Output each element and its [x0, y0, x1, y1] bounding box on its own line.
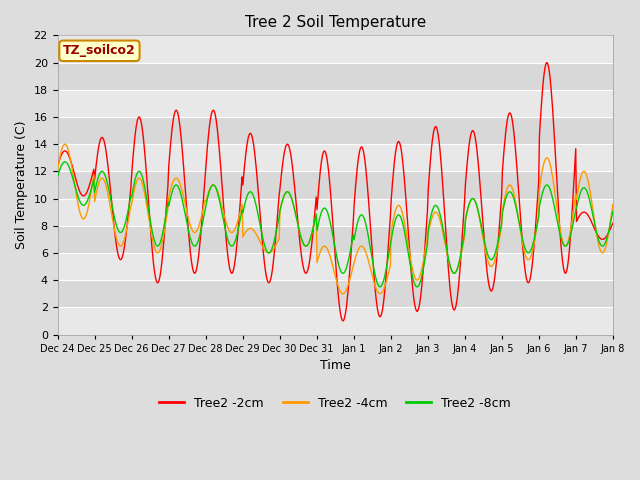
Bar — [58, 62, 613, 90]
Tree2 -2cm — [177, 134, 185, 140]
Text: TZ_soilco2: TZ_soilco2 — [63, 44, 136, 57]
Bar — [58, 253, 613, 280]
Tree2 -8cm — [54, 174, 61, 180]
Tree2 -2cm — [121, 242, 129, 248]
Tree2 -4cm — [609, 202, 617, 207]
Bar — [58, 90, 613, 117]
Tree2 -2cm — [609, 220, 617, 226]
Tree2 -2cm — [420, 262, 428, 268]
Bar — [58, 36, 613, 62]
Tree2 -8cm — [207, 184, 215, 190]
Tree2 -8cm — [61, 159, 69, 165]
Tree2 -8cm — [178, 195, 186, 201]
Line: Tree2 -2cm: Tree2 -2cm — [58, 63, 613, 321]
Bar — [58, 307, 613, 335]
Bar — [58, 226, 613, 253]
Legend: Tree2 -2cm, Tree2 -4cm, Tree2 -8cm: Tree2 -2cm, Tree2 -4cm, Tree2 -8cm — [154, 392, 516, 415]
Tree2 -4cm — [339, 291, 347, 297]
Tree2 -8cm — [65, 162, 72, 168]
Tree2 -8cm — [609, 209, 617, 215]
Tree2 -2cm — [64, 150, 72, 156]
Bar — [58, 117, 613, 144]
Tree2 -4cm — [61, 141, 69, 147]
Bar — [58, 199, 613, 226]
Line: Tree2 -8cm: Tree2 -8cm — [58, 162, 613, 287]
Tree2 -8cm — [376, 284, 384, 290]
Tree2 -2cm — [207, 116, 214, 122]
Tree2 -8cm — [404, 250, 412, 256]
Line: Tree2 -4cm: Tree2 -4cm — [58, 144, 613, 294]
Tree2 -4cm — [178, 187, 186, 193]
Tree2 -4cm — [122, 232, 129, 238]
Bar — [58, 280, 613, 307]
Tree2 -4cm — [207, 183, 215, 189]
Tree2 -2cm — [54, 164, 61, 169]
Tree2 -8cm — [420, 260, 428, 266]
Tree2 -4cm — [54, 167, 61, 173]
Tree2 -2cm — [339, 318, 347, 324]
Tree2 -8cm — [122, 219, 129, 225]
Title: Tree 2 Soil Temperature: Tree 2 Soil Temperature — [244, 15, 426, 30]
Tree2 -4cm — [420, 252, 428, 258]
Y-axis label: Soil Temperature (C): Soil Temperature (C) — [15, 120, 28, 249]
Bar — [58, 144, 613, 171]
Tree2 -2cm — [543, 60, 551, 66]
Tree2 -2cm — [404, 217, 412, 223]
Bar — [58, 171, 613, 199]
Tree2 -4cm — [65, 147, 72, 153]
X-axis label: Time: Time — [320, 359, 351, 372]
Tree2 -4cm — [404, 242, 412, 248]
